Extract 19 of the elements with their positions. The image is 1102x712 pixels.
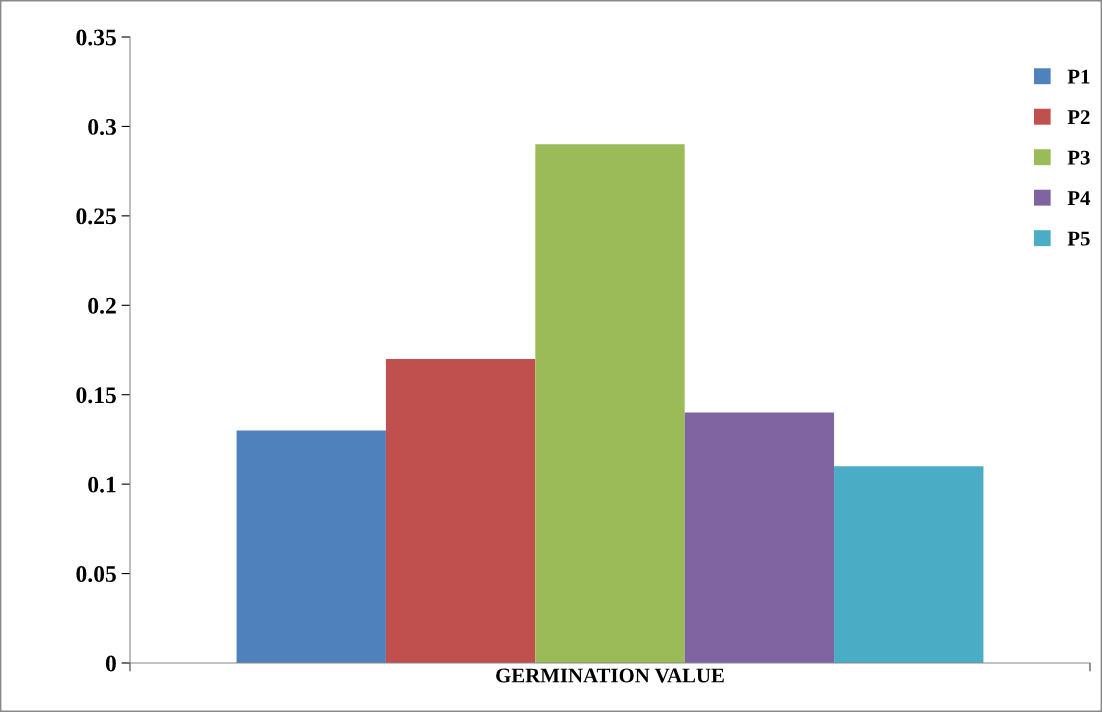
- x-tick-label: GERMINATION VALUE: [496, 668, 724, 683]
- bar: [535, 144, 685, 663]
- legend-label: P1: [1067, 69, 1090, 84]
- y-tick-label: 0.35: [76, 29, 116, 46]
- bar: [684, 412, 835, 663]
- y-tick-label: 0: [105, 655, 116, 672]
- legend-label: P4: [1067, 191, 1091, 205]
- y-tick-label: 0.05: [76, 566, 116, 583]
- bar: [834, 466, 984, 663]
- legend-label: P2: [1067, 110, 1090, 124]
- legend-label: P3: [1067, 150, 1090, 165]
- bar: [236, 430, 386, 663]
- y-tick-label: 0.1: [88, 476, 116, 493]
- bar: [385, 358, 536, 663]
- y-tick-label: 0.25: [76, 208, 116, 225]
- legend-label: P5: [1067, 231, 1090, 246]
- y-tick-label: 0.15: [76, 387, 116, 404]
- y-tick-label: 0.2: [88, 297, 116, 314]
- y-tick-label: 0.3: [88, 118, 116, 135]
